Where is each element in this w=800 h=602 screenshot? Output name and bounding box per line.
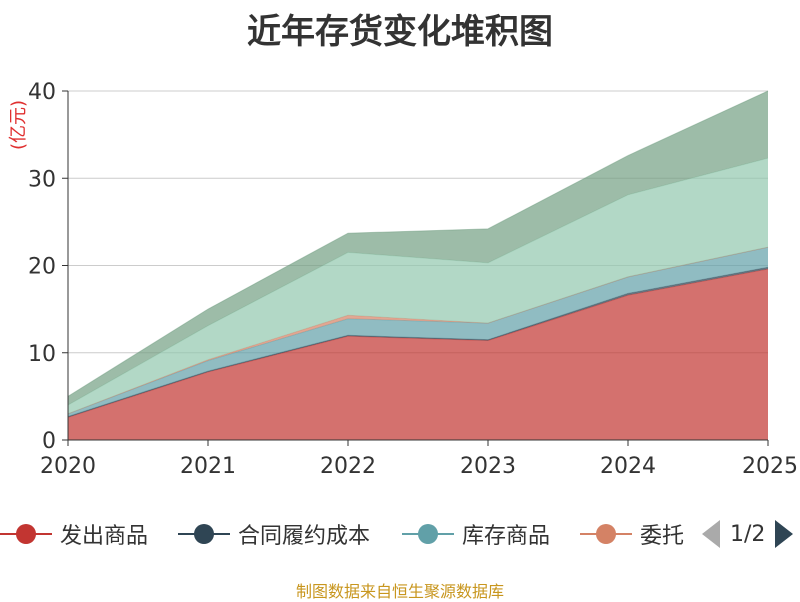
legend-label: 库存商品 <box>462 524 551 549</box>
legend-page-indicator: 1/2 <box>730 521 766 547</box>
legend-marker <box>178 524 230 544</box>
legend-item-hetong[interactable]: 合同履约成本 <box>178 514 370 554</box>
x-tick-label: 2022 <box>320 454 376 479</box>
x-tick-label: 2021 <box>180 454 236 479</box>
y-tick-label: 40 <box>28 80 56 105</box>
legend-marker <box>580 524 632 544</box>
area-库存商品 <box>68 247 768 417</box>
x-tick-label: 2023 <box>460 454 516 479</box>
chart-title: 近年存货变化堆积图 <box>247 12 553 52</box>
legend-item-kucun[interactable]: 库存商品 <box>402 514 550 554</box>
x-tick-label: 2020 <box>40 454 96 479</box>
axes: 0 10 20 30 40 2020 2021 2022 2023 2024 2025 <box>28 80 798 479</box>
x-tick-label: 2024 <box>600 454 656 479</box>
legend-label: 委托 <box>640 524 685 549</box>
legend-marker <box>0 524 52 544</box>
y-tick-label: 20 <box>28 255 56 280</box>
line-在产品 <box>67 90 769 397</box>
stacked-areas <box>67 90 769 440</box>
legend-label: 发出商品 <box>60 524 149 549</box>
legend-item-weituo[interactable]: 委托 <box>580 514 684 554</box>
y-tick-label: 10 <box>28 342 56 367</box>
area-发出商品 <box>68 268 768 440</box>
legend-label: 合同履约成本 <box>238 524 371 549</box>
y-tick-label: 0 <box>42 429 56 454</box>
data-source-footer: 制图数据来自恒生聚源数据库 <box>295 582 504 601</box>
y-tick-label: 30 <box>28 167 56 192</box>
legend: 发出商品 合同履约成本 库存商品 委托 1/2 <box>0 514 800 554</box>
legend-pager: 1/2 <box>702 514 794 554</box>
legend-item-fachu[interactable]: 发出商品 <box>0 514 148 554</box>
legend-marker <box>402 524 454 544</box>
area-在产品 <box>68 91 768 406</box>
prev-page-icon[interactable] <box>702 520 720 548</box>
area-原材料 <box>68 158 768 414</box>
next-page-icon[interactable] <box>775 520 794 548</box>
x-tick-label: 2025 <box>742 454 798 479</box>
